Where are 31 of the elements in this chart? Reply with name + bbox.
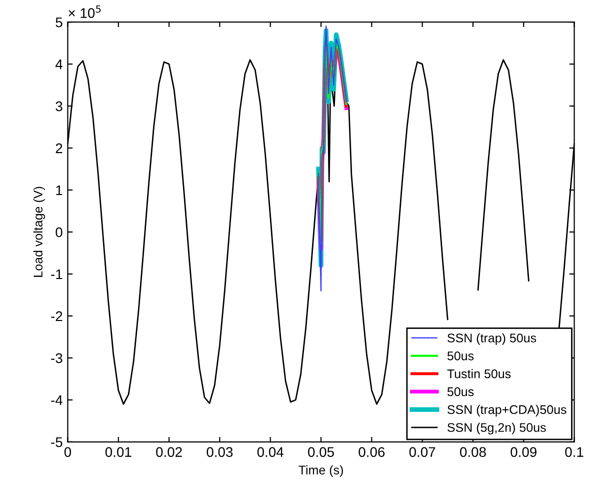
y-tick-label: 5 — [56, 18, 62, 28]
x-tick-label: 0.08 — [460, 447, 486, 457]
x-tick-label: 0.04 — [257, 447, 284, 457]
y-axis-title: Load voltage (V) — [33, 186, 45, 277]
x-tick-label: 0.09 — [510, 447, 536, 457]
y-tick-label: 4 — [55, 60, 62, 70]
x-tick-label: 0.01 — [105, 447, 132, 457]
legend-label: SSN (5g,2n) 50us — [448, 422, 546, 434]
y-tick-label: -2 — [51, 311, 62, 321]
x-tick-label: 0 — [64, 447, 72, 457]
y-tick-label: 3 — [56, 101, 62, 112]
x-tick-label: 0.07 — [409, 447, 436, 457]
y-tick-label: 0 — [56, 227, 62, 238]
legend-label: SSN (trap) 50us — [448, 333, 536, 345]
y-tick-label: -4 — [51, 395, 62, 405]
x-tick-label: 0.06 — [358, 447, 385, 457]
y-tick-label: -5 — [51, 437, 62, 448]
x-tick-label: 0.05 — [308, 447, 334, 457]
y-tick-label: 1 — [56, 185, 62, 196]
x-axis-title: Time (s) — [298, 465, 343, 477]
legend-label: SSN (trap+CDA)50us — [448, 404, 566, 416]
legend-label: 50us — [447, 351, 474, 360]
y-tick-label: -1 — [51, 269, 62, 280]
x-tick-label: 0.02 — [156, 447, 182, 457]
x-tick-label: 0.03 — [206, 447, 233, 457]
x-tick-label: 0.1 — [565, 447, 584, 457]
legend-label: 50us — [447, 387, 474, 396]
legend-label: Tustin 50us — [447, 369, 511, 378]
y-tick-label: -3 — [51, 353, 62, 364]
y-tick-label: 2 — [56, 143, 62, 154]
text: × 10$^{5}$ — [68, 5, 101, 18]
